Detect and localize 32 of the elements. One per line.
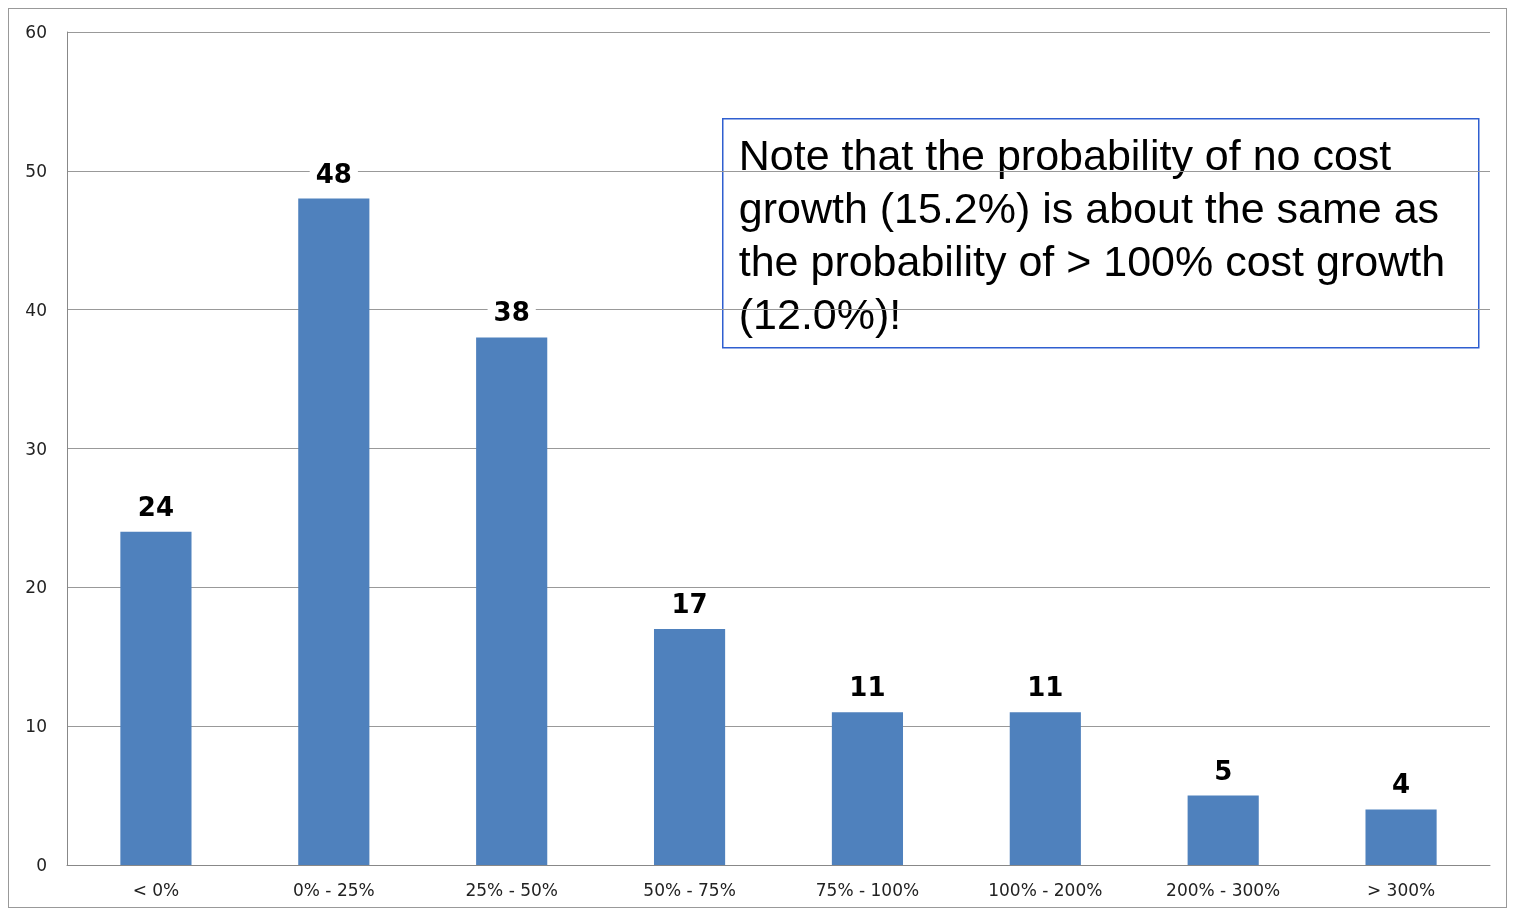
x-tick-label: 75% - 100% [815, 879, 920, 900]
data-label: 24 [137, 491, 175, 522]
bar [120, 531, 192, 865]
x-tick-label: 200% - 300% [1166, 879, 1281, 900]
x-tick-label: 25% - 50% [465, 879, 558, 900]
data-label: 4 [1392, 769, 1411, 800]
y-tick-label: 10 [25, 716, 47, 737]
data-label: 11 [849, 672, 886, 703]
y-tick-label: 60 [25, 22, 47, 42]
data-label: 48 [315, 158, 352, 189]
x-tick-label: 50% - 75% [643, 879, 736, 900]
data-label: 17 [671, 588, 708, 619]
bar [831, 712, 904, 865]
bar [1365, 809, 1437, 865]
y-tick-label: 40 [25, 299, 47, 320]
bar [653, 628, 726, 865]
y-tick-label: 20 [25, 577, 47, 598]
data-label: 5 [1214, 755, 1233, 786]
bar [298, 198, 370, 865]
y-tick-label: 30 [25, 438, 47, 459]
data-label: 11 [1027, 672, 1064, 703]
x-tick-label: 100% - 200% [988, 879, 1103, 900]
y-tick-label: 50 [25, 160, 47, 181]
y-tick-label: 0 [36, 855, 47, 875]
bar [476, 337, 548, 865]
annotation: Note that the probability of no cost growth (15.2%) is about the same as the probability of > 100% cost growth (12.0%)! [738, 131, 1458, 339]
x-tick-label: < 0% [132, 879, 180, 900]
x-tick-label: > 300% [1366, 879, 1436, 900]
data-label: 38 [493, 297, 530, 328]
x-tick-label: 0% - 25% [292, 879, 375, 900]
bar [1009, 712, 1081, 865]
bar [1187, 795, 1259, 865]
